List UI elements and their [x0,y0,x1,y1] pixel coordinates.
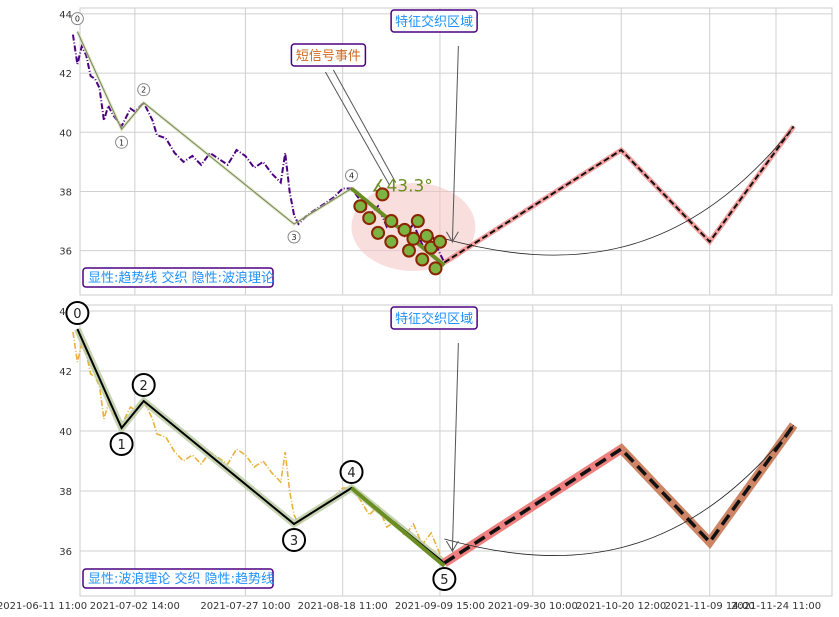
x-tick-label: 2021-07-27 10:00 [200,601,290,612]
fit-curve [444,126,795,256]
feature-zone-arrow [445,45,459,244]
wave-label-text: 3 [290,534,298,549]
legend-frame [82,568,274,589]
sub-wave-marker [353,199,368,214]
wave-label-text: 2 [140,379,148,394]
sub-wave-marker [362,211,377,226]
sub-wave-marker [410,214,425,229]
y-tick-label: 38 [59,187,72,198]
wave-label-text: 1 [119,138,124,147]
sub-wave-marker [406,231,421,246]
top-panel: 36 38 40 42 44 0 1 2 3 4 显性:趋势线 交织 隐性:波浪理论 特征交织区域短信… [59,7,833,296]
x-tick-label: 2021-07-02 14:00 [90,601,180,612]
x-tick-label: 2021-09-30 10:00 [488,601,578,612]
forward-trend-dashed [443,125,795,264]
short-signal-arrow [324,69,397,186]
legend-text: 显性:趋势线 交织 隐性:波浪理论 [88,270,274,286]
sub-wave-marker [402,243,416,258]
wave-label-text: 0 [73,307,81,322]
y-tick-label: 36 [59,547,72,558]
sub-wave-marker [397,222,412,237]
wave-label-circle [282,528,307,552]
wave-label-text: 5 [440,573,448,588]
x-tick-label: 2021-06-11 11:00 [0,601,87,612]
x-tick-label: 2021-10-20 12:00 [576,601,666,612]
wave-line-highlight [76,31,353,226]
wave-label-circle [432,567,457,591]
wave-label-circle [345,168,359,182]
fit-curve [444,424,795,556]
sub-wave-marker [415,252,430,267]
feature-zone-label-frame [390,9,478,33]
wave-label-text: 4 [347,466,355,481]
legend-text: 显性:波浪理论 交织 隐性:趋势线 [88,571,274,587]
feature-zone-arrow [445,342,459,553]
sub-wave-marker [384,234,399,249]
sub-wave-marker [375,187,390,202]
y-tick-label: 42 [59,69,72,80]
feature-zone-ellipse [351,182,476,271]
wave-label-circle [109,432,134,456]
sub-wave-marker [428,261,443,276]
wave-label-circle [65,301,90,325]
legend-frame [82,267,274,288]
wave-label-circle [70,12,84,26]
y-tick-label: 36 [59,247,72,258]
y-tick-label: 42 [59,367,72,378]
wave-label-circle [115,135,129,149]
legend-box: 显性:趋势线 交织 隐性:波浪理论 [82,267,274,288]
wave-label-circle [287,230,301,244]
y-tick-label: 40 [59,128,72,139]
price-series-line [72,331,446,564]
feature-zone-label-frame [390,306,478,330]
x-tick-label: 2021-09-09 15:00 [395,601,485,612]
sub-wave-marker [432,234,447,249]
x-tick-label: 2021-11-24 11:00 [731,601,821,612]
sub-wave-marker [371,225,386,240]
x-tick-label: 2021-08-18 11:00 [298,601,388,612]
sub-wave-marker [384,214,399,229]
y-tick-label: 40 [59,427,72,438]
sub-wave-marker [419,228,434,243]
x-tick-label: 2021-11-09 14:00 [665,601,755,612]
wave-label-circle [137,83,151,97]
wave-label-circle [339,460,364,484]
legend-box: 显性:波浪理论 交织 隐性:趋势线 [82,568,274,589]
y-tick-label: 38 [59,487,72,498]
feature-zone-label: 特征交织区域 [395,311,473,327]
price-series-line [71,34,446,263]
short-signal-frame [290,43,367,67]
forward-trend-red-segment [441,445,624,567]
green-trendline [350,486,446,568]
wave-label-text: 2 [141,86,146,95]
y-tick-label: 44 [59,10,72,21]
wave-label-text: 3 [291,233,296,242]
short-signal-label: 短信号事件 [296,49,361,64]
wave-label-text: 1 [117,438,125,453]
x-axis: 2021-06-11 11:00 2021-07-02 14:00 2021-07-… [0,601,821,612]
forward-trend-dashed [443,423,796,565]
wave-label-circle [131,373,156,397]
wave-label-text: 4 [349,171,354,180]
wave-label-text: 0 [75,15,80,24]
feature-zone-label: 特征交织区域 [395,14,473,30]
